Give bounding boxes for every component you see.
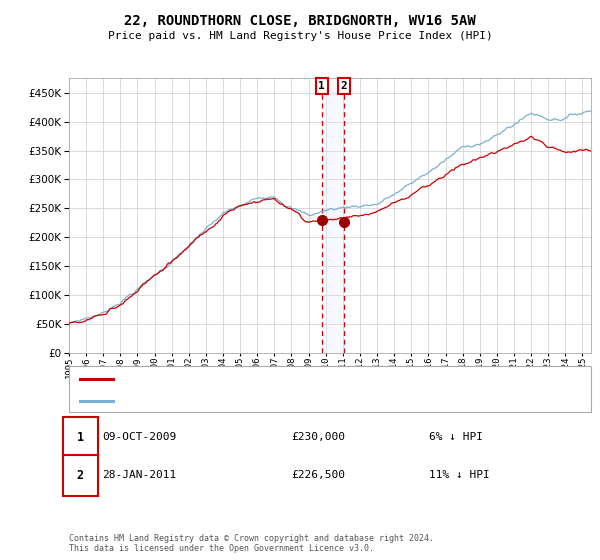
Text: 28-JAN-2011: 28-JAN-2011: [102, 470, 176, 480]
Text: 1: 1: [319, 81, 325, 91]
Text: 2: 2: [341, 81, 347, 91]
Bar: [322, 78, 344, 353]
Text: 6% ↓ HPI: 6% ↓ HPI: [429, 432, 483, 442]
Text: £226,500: £226,500: [291, 470, 345, 480]
Text: 1: 1: [77, 431, 84, 444]
Text: 22, ROUNDTHORN CLOSE, BRIDGNORTH, WV16 5AW (detached house): 22, ROUNDTHORN CLOSE, BRIDGNORTH, WV16 5…: [119, 374, 466, 384]
Text: Price paid vs. HM Land Registry's House Price Index (HPI): Price paid vs. HM Land Registry's House …: [107, 31, 493, 41]
Text: Contains HM Land Registry data © Crown copyright and database right 2024.
This d: Contains HM Land Registry data © Crown c…: [69, 534, 434, 553]
Text: HPI: Average price, detached house, Shropshire: HPI: Average price, detached house, Shro…: [119, 395, 389, 405]
Text: 09-OCT-2009: 09-OCT-2009: [102, 432, 176, 442]
Text: 22, ROUNDTHORN CLOSE, BRIDGNORTH, WV16 5AW: 22, ROUNDTHORN CLOSE, BRIDGNORTH, WV16 5…: [124, 14, 476, 28]
Text: £230,000: £230,000: [291, 432, 345, 442]
Text: 2: 2: [77, 469, 84, 482]
Text: 11% ↓ HPI: 11% ↓ HPI: [429, 470, 490, 480]
